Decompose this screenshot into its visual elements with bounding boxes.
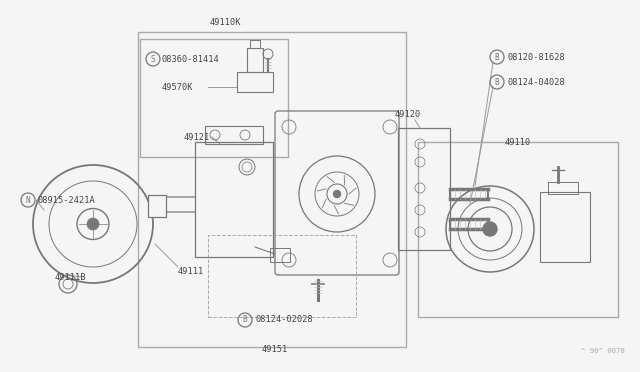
Bar <box>540 192 590 262</box>
Text: 49121: 49121 <box>184 132 210 141</box>
Bar <box>237 72 273 92</box>
Text: 08124-04028: 08124-04028 <box>507 77 564 87</box>
Bar <box>205 126 263 144</box>
Bar <box>195 142 273 257</box>
Text: 08915-2421A: 08915-2421A <box>38 196 96 205</box>
Bar <box>148 195 166 217</box>
Text: 49570K: 49570K <box>162 83 193 92</box>
Text: 49151: 49151 <box>262 345 288 354</box>
Text: 49110K: 49110K <box>209 18 241 27</box>
Text: B: B <box>243 315 247 324</box>
Bar <box>548 182 578 194</box>
Circle shape <box>483 222 497 236</box>
Bar <box>398 128 450 250</box>
Text: ^ 90^ 0070: ^ 90^ 0070 <box>581 348 625 354</box>
Circle shape <box>87 218 99 230</box>
Text: B: B <box>495 52 499 61</box>
Bar <box>140 39 288 157</box>
Circle shape <box>333 190 340 198</box>
Bar <box>247 48 263 72</box>
Bar <box>138 32 406 347</box>
Text: B: B <box>495 77 499 87</box>
Text: N: N <box>26 196 30 205</box>
Text: 08124-02028: 08124-02028 <box>255 315 313 324</box>
Text: 08120-81628: 08120-81628 <box>507 52 564 61</box>
Bar <box>250 40 260 48</box>
Bar <box>418 142 618 317</box>
Bar <box>208 235 356 317</box>
Text: 49110: 49110 <box>505 138 531 147</box>
Bar <box>270 248 290 262</box>
Text: 08360-81414: 08360-81414 <box>162 55 220 64</box>
Text: 49120: 49120 <box>395 109 421 119</box>
Text: 49111B: 49111B <box>55 273 86 282</box>
Text: 49111: 49111 <box>178 267 204 276</box>
Text: S: S <box>150 55 156 64</box>
